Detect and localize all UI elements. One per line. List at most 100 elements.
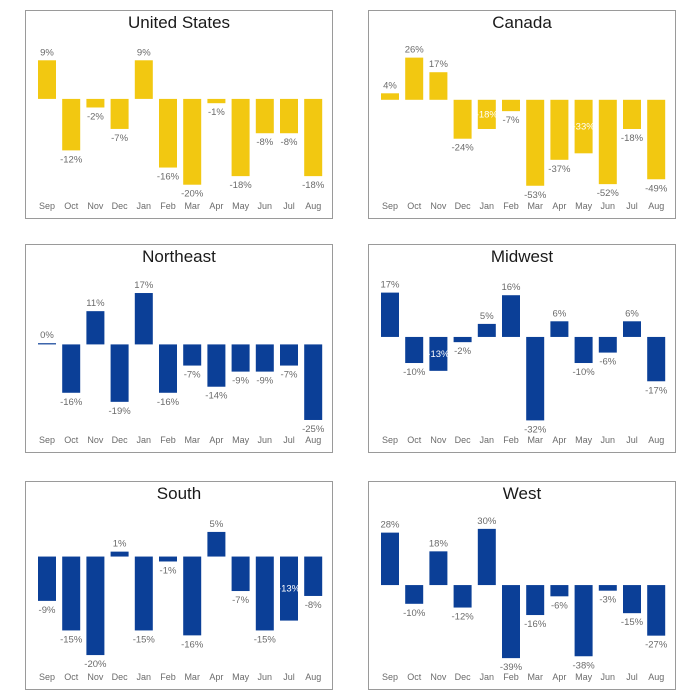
x-tick-label: Jun — [601, 672, 616, 682]
bar-aug — [304, 98, 323, 177]
bar-chart-south: -9% Sep -15% Oct -20% Nov 1% Dec -15% Jan -1% Feb -1… — [38, 519, 323, 682]
x-tick-label: Sep — [382, 435, 398, 445]
x-tick-label: Jun — [258, 201, 273, 211]
x-tick-label: Nov — [87, 201, 104, 211]
x-tick-label: Apr — [209, 201, 223, 211]
x-tick-label: Feb — [160, 672, 176, 682]
bar-dec — [453, 336, 472, 343]
x-tick-label: Jul — [626, 201, 638, 211]
bar-dec — [110, 98, 129, 129]
data-label: 0% — [40, 330, 54, 341]
x-tick-label: May — [575, 672, 593, 682]
x-tick-label: Dec — [112, 435, 129, 445]
bar-feb — [159, 344, 177, 393]
data-label: -20% — [181, 189, 204, 200]
x-tick-label: May — [232, 435, 250, 445]
chart-title: Northeast — [142, 247, 216, 266]
bar-apr — [550, 585, 569, 597]
bar-mar — [526, 585, 545, 616]
x-tick-label: Mar — [527, 672, 543, 682]
bar-sep — [381, 532, 399, 586]
bar-jun — [255, 556, 274, 631]
bar-feb — [502, 295, 520, 337]
data-label: -8% — [256, 137, 273, 148]
data-label: -9% — [256, 376, 273, 387]
x-tick-label: Aug — [305, 435, 321, 445]
x-tick-label: Jan — [137, 672, 152, 682]
x-tick-label: Oct — [407, 201, 422, 211]
x-tick-label: Mar — [184, 201, 200, 211]
x-tick-label: Feb — [160, 201, 176, 211]
chart-title: South — [156, 484, 202, 503]
bar-nov — [86, 311, 105, 345]
bar-chart-west: 28% Sep -10% Oct 18% Nov -12% Dec 30% Jan -39%Feb -… — [380, 516, 667, 682]
x-tick-label: Oct — [64, 201, 79, 211]
data-label: -13% — [427, 349, 450, 360]
chart-panel-south: South -9% Sep -15% Oct -20% Nov 1% Dec -15% Jan -1… — [25, 481, 333, 690]
x-tick-label: Apr — [552, 435, 566, 445]
data-label: -9% — [232, 376, 249, 387]
x-tick-label: Dec — [455, 201, 472, 211]
x-tick-label: Dec — [112, 201, 129, 211]
bar-aug — [647, 585, 666, 636]
x-tick-label: Jan — [480, 201, 495, 211]
data-label: -16% — [524, 619, 547, 630]
x-tick-label: Feb — [503, 672, 519, 682]
data-label: -18% — [476, 109, 499, 120]
data-label: -16% — [157, 172, 180, 183]
x-tick-label: Aug — [648, 672, 664, 682]
bar-jun — [255, 98, 274, 134]
x-tick-label: May — [575, 201, 593, 211]
bar-oct — [62, 344, 81, 393]
bar-jul — [280, 98, 298, 134]
bar-may — [574, 585, 593, 657]
bar-nov — [86, 556, 105, 656]
x-tick-label: Jan — [480, 435, 495, 445]
bar-sep — [381, 292, 399, 337]
x-tick-label: Apr — [552, 672, 566, 682]
x-tick-label: Aug — [305, 672, 321, 682]
data-label: -10% — [573, 367, 596, 378]
x-tick-label: Nov — [430, 435, 447, 445]
bar-may — [231, 98, 250, 177]
x-tick-label: Nov — [87, 435, 104, 445]
bar-chart-canada: 4% Sep 26% Oct 17% Nov -24% Dec -18% Jan -7% Feb -53… — [381, 45, 668, 211]
data-label: -15% — [133, 634, 156, 645]
bar-dec — [110, 344, 129, 402]
bar-dec — [110, 551, 129, 557]
data-label: 17% — [134, 280, 154, 291]
bar-nov — [429, 72, 448, 100]
data-label: -8% — [281, 137, 298, 148]
bar-mar — [526, 336, 545, 421]
data-label: 28% — [380, 520, 400, 531]
bar-may — [231, 344, 250, 372]
x-tick-label: Oct — [64, 672, 79, 682]
data-label: 9% — [137, 47, 151, 58]
data-label: -24% — [452, 143, 475, 154]
data-label: -15% — [621, 617, 644, 628]
x-tick-label: Jul — [283, 672, 295, 682]
data-label: -20% — [84, 659, 107, 670]
data-label: -2% — [87, 111, 104, 122]
bar-jan — [477, 528, 496, 586]
data-label: 17% — [380, 280, 400, 291]
data-label: -49% — [645, 183, 668, 194]
x-tick-label: Feb — [503, 435, 519, 445]
bar-nov — [429, 551, 448, 586]
bar-jun — [255, 344, 274, 372]
data-label: -1% — [208, 107, 225, 118]
x-tick-label: Sep — [382, 201, 398, 211]
bar-jul — [623, 585, 641, 614]
x-tick-label: Sep — [39, 201, 55, 211]
bar-sep — [38, 343, 56, 345]
data-label: -25% — [302, 424, 325, 435]
bar-chart-united-states: 9% Sep -12% Oct -2% Nov -7% Dec 9% Jan -16% Feb -20%… — [38, 47, 325, 211]
data-label: -7% — [232, 595, 249, 606]
bar-jun — [598, 336, 617, 353]
x-tick-label: Jun — [258, 435, 273, 445]
data-label: 30% — [477, 516, 497, 527]
data-label: -13% — [278, 584, 301, 595]
bar-oct — [405, 57, 424, 100]
data-label: -12% — [452, 612, 475, 623]
data-label: -33% — [573, 122, 596, 133]
